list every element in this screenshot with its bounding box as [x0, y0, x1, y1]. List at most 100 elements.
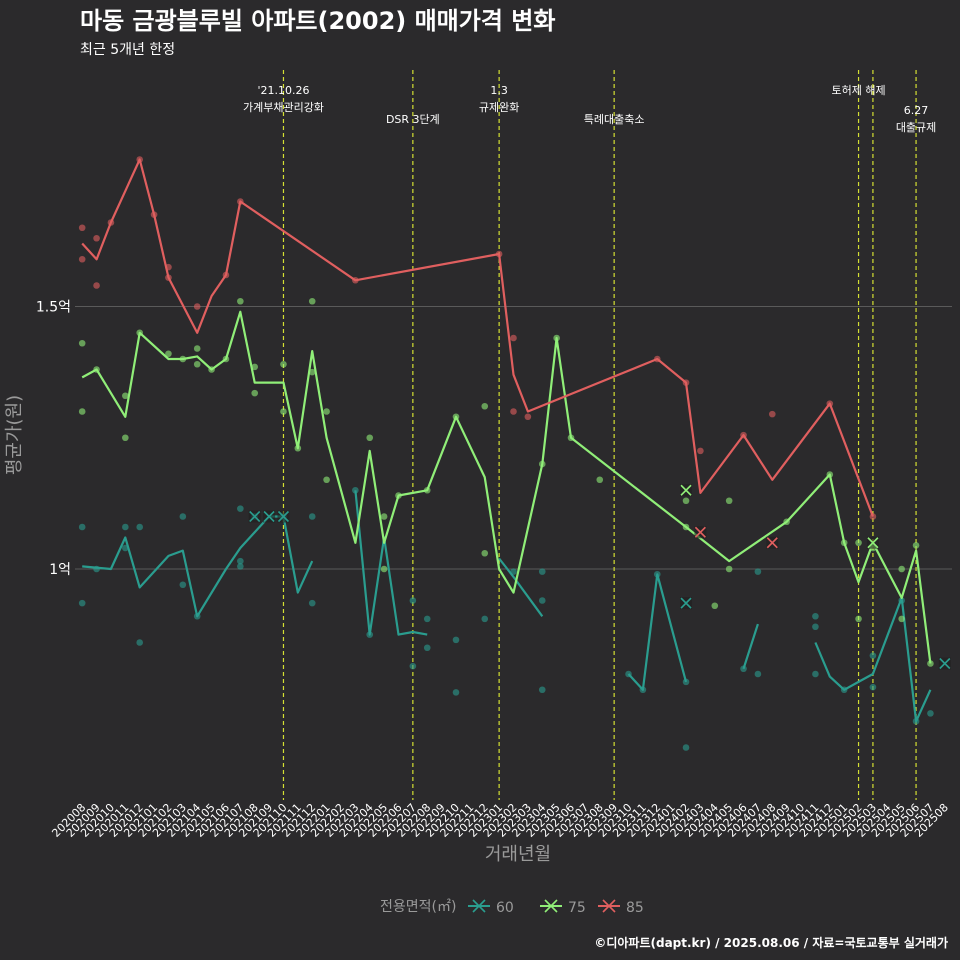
data-point — [481, 615, 489, 623]
data-point — [510, 408, 517, 415]
series-line — [498, 557, 544, 617]
data-point — [280, 408, 287, 415]
data-point — [812, 623, 819, 631]
y-tick-label: 1.5억 — [36, 300, 71, 316]
data-point — [136, 523, 143, 531]
data-point — [596, 476, 604, 484]
data-point — [409, 662, 417, 670]
cross-marker-mark — [680, 597, 692, 609]
data-point — [423, 644, 431, 652]
data-point — [136, 639, 143, 646]
cross-marker — [263, 510, 276, 523]
data-point — [510, 334, 517, 342]
cross-marker-mark — [249, 510, 261, 523]
data-point — [725, 497, 733, 505]
data-point — [93, 282, 100, 289]
legend-label: 60 — [496, 900, 514, 916]
legend-cross — [602, 899, 616, 913]
legend-label: 85 — [626, 900, 644, 916]
data-point — [711, 602, 719, 610]
chart-subtitle: 최근 5개년 한정 — [80, 42, 175, 58]
data-point — [193, 360, 201, 368]
data-point — [78, 255, 86, 263]
data-point — [179, 581, 187, 589]
cross-marker — [766, 536, 779, 549]
series-line — [354, 490, 428, 636]
event-label: 대출규제 — [896, 121, 936, 134]
data-point — [78, 224, 86, 232]
data-point — [78, 599, 86, 607]
series-line — [814, 596, 932, 723]
data-point — [754, 670, 762, 678]
event-label: 6.27 — [904, 104, 929, 117]
data-point — [754, 568, 762, 575]
data-point — [78, 523, 86, 531]
event-label: 1.3 — [490, 84, 508, 97]
legend-entry-85: 85 — [598, 899, 644, 916]
event-label: 규제완화 — [479, 101, 519, 114]
data-point — [869, 683, 877, 691]
data-point — [855, 539, 862, 547]
cross-marker-mark — [680, 484, 692, 496]
data-point — [481, 402, 489, 410]
series-line — [627, 573, 688, 691]
data-point — [323, 408, 330, 415]
data-point — [352, 486, 359, 494]
event-label: 가계부채관리강화 — [243, 101, 324, 114]
cross-marker — [694, 526, 707, 539]
data-point — [912, 542, 920, 549]
series-layer — [78, 156, 951, 751]
data-point — [812, 670, 819, 678]
event-label: 토허제 해제 — [831, 83, 885, 97]
data-point — [237, 563, 244, 570]
data-point — [122, 392, 129, 400]
data-point — [869, 652, 877, 659]
data-point — [237, 505, 244, 512]
cross-marker — [277, 510, 290, 523]
cross-marker-mark — [766, 537, 778, 549]
legend-title: 전용면적(㎡) — [380, 899, 456, 915]
data-point — [768, 410, 776, 418]
data-point — [179, 513, 187, 520]
cross-marker — [248, 510, 261, 523]
data-point — [481, 549, 489, 557]
data-point — [538, 597, 546, 604]
cross-marker-mark — [694, 526, 706, 538]
y-axis-ticks: 1억 1.5억 — [36, 300, 71, 579]
data-point — [452, 689, 460, 696]
cross-marker — [680, 484, 693, 497]
source-caption: ©디아파트(dapt.kr) / 2025.08.06 / 자료=국토교통부 실… — [594, 935, 948, 950]
data-point — [93, 234, 100, 242]
x-axis-title: 거래년월 — [485, 844, 551, 865]
legend-label: 75 — [568, 900, 586, 916]
data-point — [193, 345, 201, 352]
series-line — [81, 310, 932, 664]
data-point — [682, 744, 690, 751]
cross-marker-mark — [939, 657, 951, 670]
data-point — [380, 513, 388, 520]
data-point — [452, 636, 460, 644]
event-label: '21.10.26 — [257, 84, 309, 97]
data-point — [927, 660, 934, 667]
legend-entry-75: 75 — [540, 899, 586, 916]
data-point — [280, 360, 287, 368]
data-point — [927, 710, 934, 717]
cross-marker — [866, 536, 879, 549]
event-label: 특례대출축소 — [584, 113, 645, 126]
data-point — [165, 350, 172, 358]
data-point — [251, 363, 259, 371]
data-point — [409, 597, 417, 604]
data-point — [538, 686, 546, 694]
y-axis-title: 평균가(원) — [4, 395, 25, 475]
data-point — [308, 297, 316, 305]
data-point — [308, 513, 316, 520]
legend: 전용면적(㎡) 60 75 85 — [380, 899, 644, 916]
data-point — [682, 497, 690, 505]
data-point — [423, 615, 431, 623]
data-point — [898, 565, 905, 573]
data-point — [78, 408, 86, 415]
legend-cross — [472, 899, 486, 913]
